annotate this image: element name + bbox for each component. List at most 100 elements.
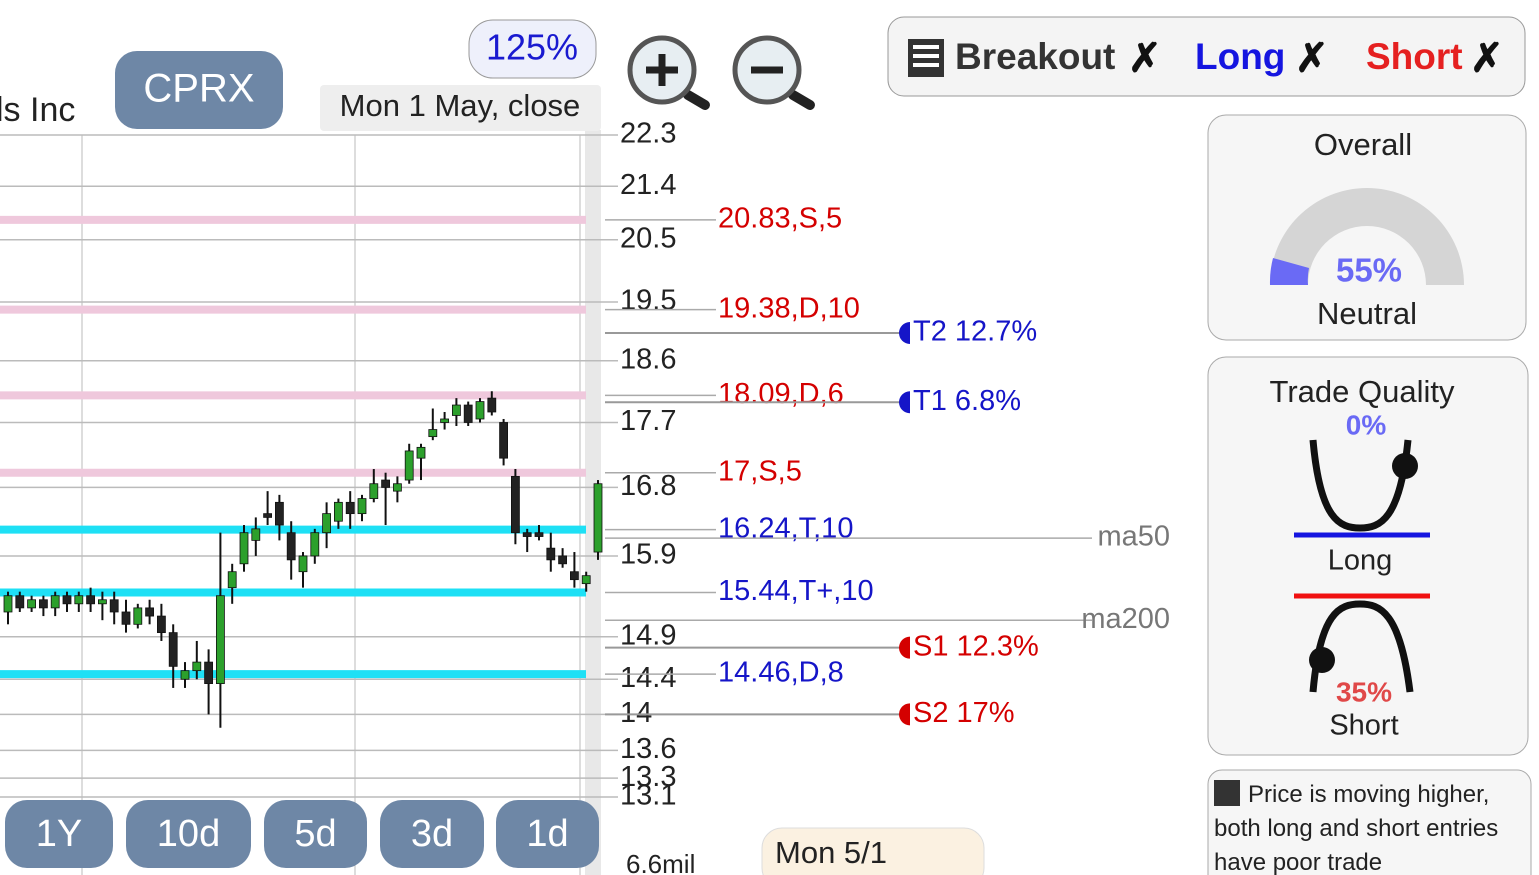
candle-body bbox=[227, 571, 237, 589]
timeframe-button[interactable] bbox=[5, 800, 113, 868]
candle-body bbox=[357, 498, 367, 515]
y-tick-label: 13.1 bbox=[620, 780, 676, 812]
long-curve bbox=[1309, 439, 1412, 532]
ticker[interactable]: CPRX bbox=[143, 67, 254, 111]
zoom-pill[interactable] bbox=[468, 19, 597, 79]
date-box bbox=[320, 85, 601, 131]
target-label: T1 6.8% bbox=[913, 385, 1021, 417]
note-wrap: Price is moving higher, both long and sh… bbox=[1214, 778, 1526, 875]
candle-body bbox=[74, 595, 84, 605]
candle-body bbox=[463, 404, 473, 423]
timeframe-button[interactable] bbox=[126, 800, 251, 868]
candle-body bbox=[274, 501, 284, 526]
date-label: Mon 5/1 bbox=[775, 835, 887, 870]
quality-panel bbox=[1207, 356, 1529, 756]
level-label: 20.83,S,5 bbox=[718, 203, 842, 235]
timeframe-label[interactable]: 1d bbox=[526, 813, 568, 855]
timeframe-label[interactable]: 5d bbox=[294, 813, 336, 855]
plot: 22.3 21.4 20.5 19.5 18.6 17.7 16.8 15.9 14.9 14.4… bbox=[0, 118, 1170, 812]
level-label: 17,S,5 bbox=[718, 455, 802, 487]
ticker-button[interactable] bbox=[115, 51, 283, 129]
candle-body bbox=[86, 595, 95, 605]
candle-body bbox=[369, 483, 379, 499]
timeframe-button[interactable] bbox=[264, 800, 367, 868]
level-label: 19.38,D,10 bbox=[718, 292, 860, 324]
target-label: T2 12.7% bbox=[913, 316, 1037, 348]
short-dot bbox=[1309, 647, 1335, 673]
y-tick-label: 16.8 bbox=[620, 470, 676, 502]
candle-body bbox=[15, 595, 25, 609]
candle-body bbox=[50, 595, 60, 609]
candle-body bbox=[121, 611, 131, 625]
candle-body bbox=[239, 532, 249, 565]
date: Mon 1 May, close bbox=[340, 88, 581, 123]
candle-body bbox=[475, 401, 485, 420]
candle-body bbox=[416, 446, 426, 459]
date-label-box bbox=[761, 827, 985, 875]
short[interactable]: Short bbox=[1366, 36, 1463, 77]
breakout[interactable]: Breakout bbox=[955, 36, 1115, 77]
overall-status: Neutral bbox=[1317, 296, 1417, 331]
y-tick-label: 21.4 bbox=[620, 169, 676, 201]
candle-body bbox=[322, 513, 332, 534]
doc-icon bbox=[908, 39, 944, 77]
candle-body bbox=[204, 661, 214, 684]
short-curve bbox=[1309, 600, 1414, 693]
zoom-out[interactable] bbox=[732, 35, 815, 110]
y-tick-label: 13.6 bbox=[620, 733, 676, 765]
timeframe-button[interactable] bbox=[380, 800, 484, 868]
candle-body bbox=[62, 595, 72, 605]
candle-body bbox=[570, 571, 579, 581]
candle-body bbox=[251, 528, 261, 541]
level-label: 18.09,D,6 bbox=[718, 378, 844, 410]
candle-body bbox=[593, 483, 603, 553]
candle-body bbox=[451, 404, 461, 416]
candle-body bbox=[109, 599, 119, 613]
timeframe-label[interactable]: 10d bbox=[157, 813, 220, 855]
candle-body bbox=[3, 595, 13, 613]
timeframes: 1Y 10d 5d 3d 1d bbox=[5, 800, 599, 868]
short-value: 35% bbox=[1336, 676, 1392, 707]
candle-body bbox=[286, 532, 296, 561]
overall-title: Overall bbox=[1314, 127, 1412, 162]
candle-body bbox=[428, 429, 438, 438]
short-label: Short bbox=[1329, 710, 1398, 742]
ma-label: ma50 bbox=[1097, 521, 1170, 553]
long[interactable]: Long bbox=[1195, 36, 1285, 77]
target-label: S1 12.3% bbox=[913, 630, 1039, 662]
candle-body bbox=[487, 397, 497, 413]
candle-body bbox=[263, 513, 273, 518]
candle-body bbox=[499, 422, 509, 459]
y-tick-label: 15.9 bbox=[620, 539, 676, 571]
y-tick-label: 19.5 bbox=[620, 285, 676, 317]
long-value: 0% bbox=[1346, 409, 1387, 440]
candle-body bbox=[546, 547, 556, 561]
candle-body bbox=[168, 632, 178, 667]
candle-body bbox=[192, 661, 202, 672]
quality-title: Trade Quality bbox=[1270, 374, 1455, 409]
target-marker bbox=[899, 391, 910, 414]
zoom-level[interactable]: 125% bbox=[486, 27, 578, 68]
timeframe-button[interactable] bbox=[496, 800, 599, 868]
x-mark: ✗ bbox=[1295, 37, 1329, 81]
overall-value: 55% bbox=[1336, 252, 1402, 289]
today-band bbox=[585, 130, 601, 875]
zoom-in[interactable] bbox=[627, 35, 710, 110]
candle-body bbox=[558, 555, 567, 565]
y-tick-label: 18.6 bbox=[620, 343, 676, 375]
y-tick-label: 22.3 bbox=[620, 118, 676, 150]
level-label: 14.46,D,8 bbox=[718, 657, 844, 689]
candle-body bbox=[534, 532, 544, 537]
candle-body bbox=[381, 479, 391, 488]
candle-body bbox=[156, 615, 166, 634]
candle-body bbox=[310, 532, 320, 557]
toolbar bbox=[887, 16, 1526, 97]
timeframe-label[interactable]: 3d bbox=[411, 813, 453, 855]
timeframe-label[interactable]: 1Y bbox=[36, 813, 82, 855]
candle-body bbox=[27, 599, 37, 609]
candle-body bbox=[98, 599, 107, 605]
target-marker bbox=[899, 703, 910, 726]
note: Price is moving higher, both long and sh… bbox=[1214, 778, 1526, 875]
